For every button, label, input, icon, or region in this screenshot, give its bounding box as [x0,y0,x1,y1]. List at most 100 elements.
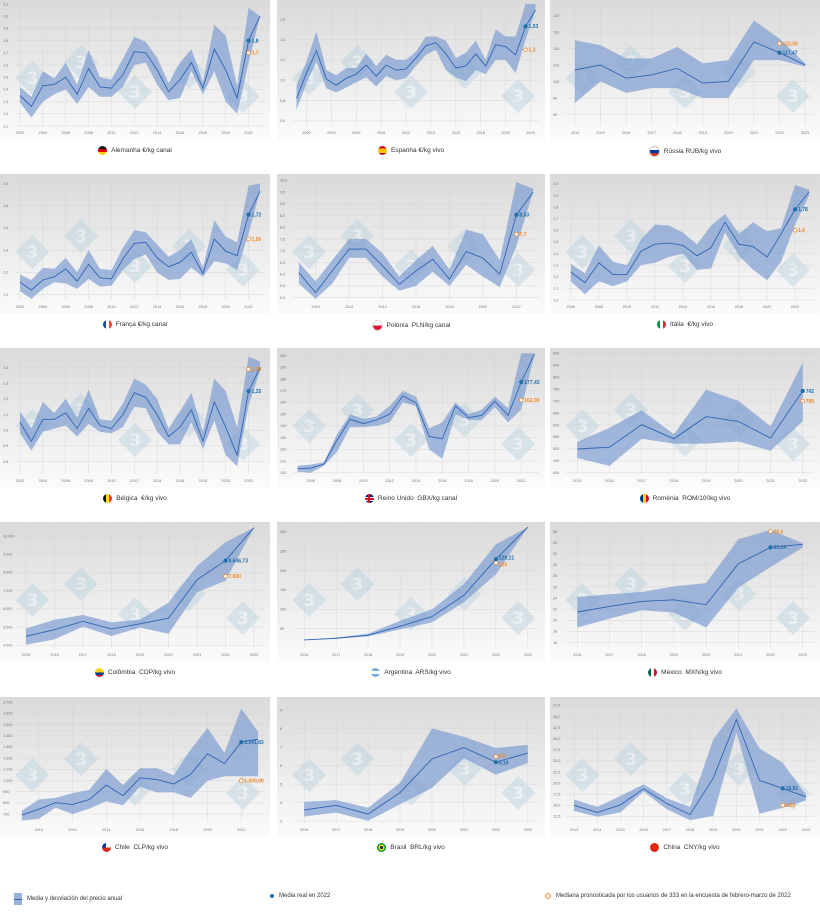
x-tick-label: 2017 [637,479,645,483]
watermark-digit: 3 [129,431,141,451]
x-tick-label: 2000 [302,131,310,135]
forecast-value-label: 1,6 [798,228,805,234]
watermark-333-logo: 3 [394,423,428,457]
y-tick-label: 4.000 [3,644,13,648]
y-tick-label: 5,0 [280,296,285,300]
y-tick-label: 900 [3,790,9,794]
x-tick-label: 2022 [778,828,786,832]
watermark-diamond [565,409,600,443]
chart-panel: 333331,11,21,31,41,51,61,71,81,92,02,120… [0,0,270,165]
actual-marker [493,760,498,765]
y-tick-label: 9,0 [280,202,285,206]
x-tick-label: 2022 [244,305,252,309]
x-tick-label: 2020 [702,653,710,657]
chart-caption: Espanha €/kg vivo [277,146,545,155]
chart-caption: Reino Unido GBX/kg canal [277,494,545,503]
y-tick-label: 250 [280,549,286,553]
y-tick-label: 8.000 [3,571,13,575]
y-tick-label: 2,0 [553,182,558,186]
x-tick-label: 2016 [176,131,184,135]
x-tick-label: 2020 [491,479,499,483]
mean-price-line [25,527,255,637]
x-tick-label: 2008 [84,131,92,135]
chart-title: Alemanha €/kg canal [111,147,172,154]
x-tick-label: 2006 [61,131,69,135]
x-tick-label: 2019 [396,653,404,657]
x-tick-label: 2016 [573,653,581,657]
x-tick-label: 2012 [651,305,659,309]
x-tick-label: 2022 [221,653,229,657]
x-tick-label: 2010 [107,479,115,483]
forecast-value-label: 162,00 [524,398,540,404]
deviation-band [296,4,536,110]
chart-title: Bélgica €/kg vivo [116,495,167,502]
y-tick-label: 16 [553,641,557,645]
y-tick-label: 1,7 [3,51,8,55]
y-tick-label: 0,8 [280,99,285,103]
x-tick-label: 2021 [755,828,763,832]
watermark-333-logo: 3 [292,583,327,617]
x-tick-label: 2016 [622,131,630,135]
y-tick-label: 6.000 [3,607,13,611]
x-tick-label: 2018 [199,305,207,309]
y-tick-label: 17,5 [553,792,560,796]
watermark-digit: 3 [237,435,249,455]
actual-value-label: 742 [806,389,815,395]
watermark-333-logo: 3 [64,219,98,253]
watermark-333-logo: 3 [118,423,152,457]
y-tick-label: 190 [280,366,286,370]
y-tick-label: 1,8 [3,204,8,208]
forecast-value-label: 7.800 [229,574,242,580]
forecast-marker [493,560,499,566]
watermark-digit: 3 [237,609,249,629]
x-tick-label: 2019 [136,653,144,657]
x-tick-label: 2014 [153,305,161,309]
watermark-digit: 3 [303,766,315,786]
y-tick-label: 34 [553,541,557,545]
x-tick-label: 2022 [775,131,783,135]
x-tick-label: 2010 [107,131,115,135]
chart-svg: 3333316182022242628303234362016201720182… [550,522,820,662]
watermark-digit: 3 [351,401,363,421]
x-tick-label: 2010 [311,305,319,309]
y-tick-label: 8,0 [280,226,285,230]
y-tick-label: 3 [280,819,282,823]
watermark-333-logo: 3 [118,75,152,109]
watermark-digit: 3 [787,609,799,629]
watermark-diamond [292,758,327,792]
watermark-digit: 3 [129,605,141,625]
watermark-digit: 3 [129,83,141,103]
y-tick-label: 1.400 [3,734,13,738]
watermark-diamond [292,583,327,617]
watermark-333-logo: 3 [501,79,536,113]
watermark-digit: 3 [26,69,38,89]
watermark-333-logo: 3 [565,235,600,269]
flag-de-icon [98,146,108,155]
y-tick-label: 100 [280,471,286,475]
x-tick-label: 2015 [596,131,604,135]
watermark-diamond [565,235,600,269]
flag-br-icon [377,843,387,852]
watermark-digit: 3 [303,69,315,89]
x-tick-label: 2002 [16,479,24,483]
forecast-marker [777,41,782,46]
y-tick-label: 800 [553,375,559,379]
y-tick-label: 20 [553,619,557,623]
x-tick-label: 2020 [428,653,436,657]
mean-price-line [577,390,804,450]
x-tick-label: 2018 [637,653,645,657]
chart-svg: 3333312,515,017,520,022,525,027,530,032,… [550,697,820,837]
watermark-digit: 3 [405,83,417,103]
actual-marker [519,379,524,385]
forecast-marker [246,50,251,56]
y-tick-label: 200 [280,354,286,358]
watermark-333-logo: 3 [776,601,810,635]
watermark-diamond [501,79,536,113]
watermark-digit: 3 [351,227,363,247]
chart-svg: 333334.0005.0006.0007.0008.0009.00010.00… [0,522,270,662]
x-tick-label: 2022 [492,653,500,657]
x-tick-label: 2012 [385,479,393,483]
flag-be-icon [103,494,113,503]
y-tick-label: 2,0 [3,182,8,186]
x-tick-label: 2018 [364,653,372,657]
